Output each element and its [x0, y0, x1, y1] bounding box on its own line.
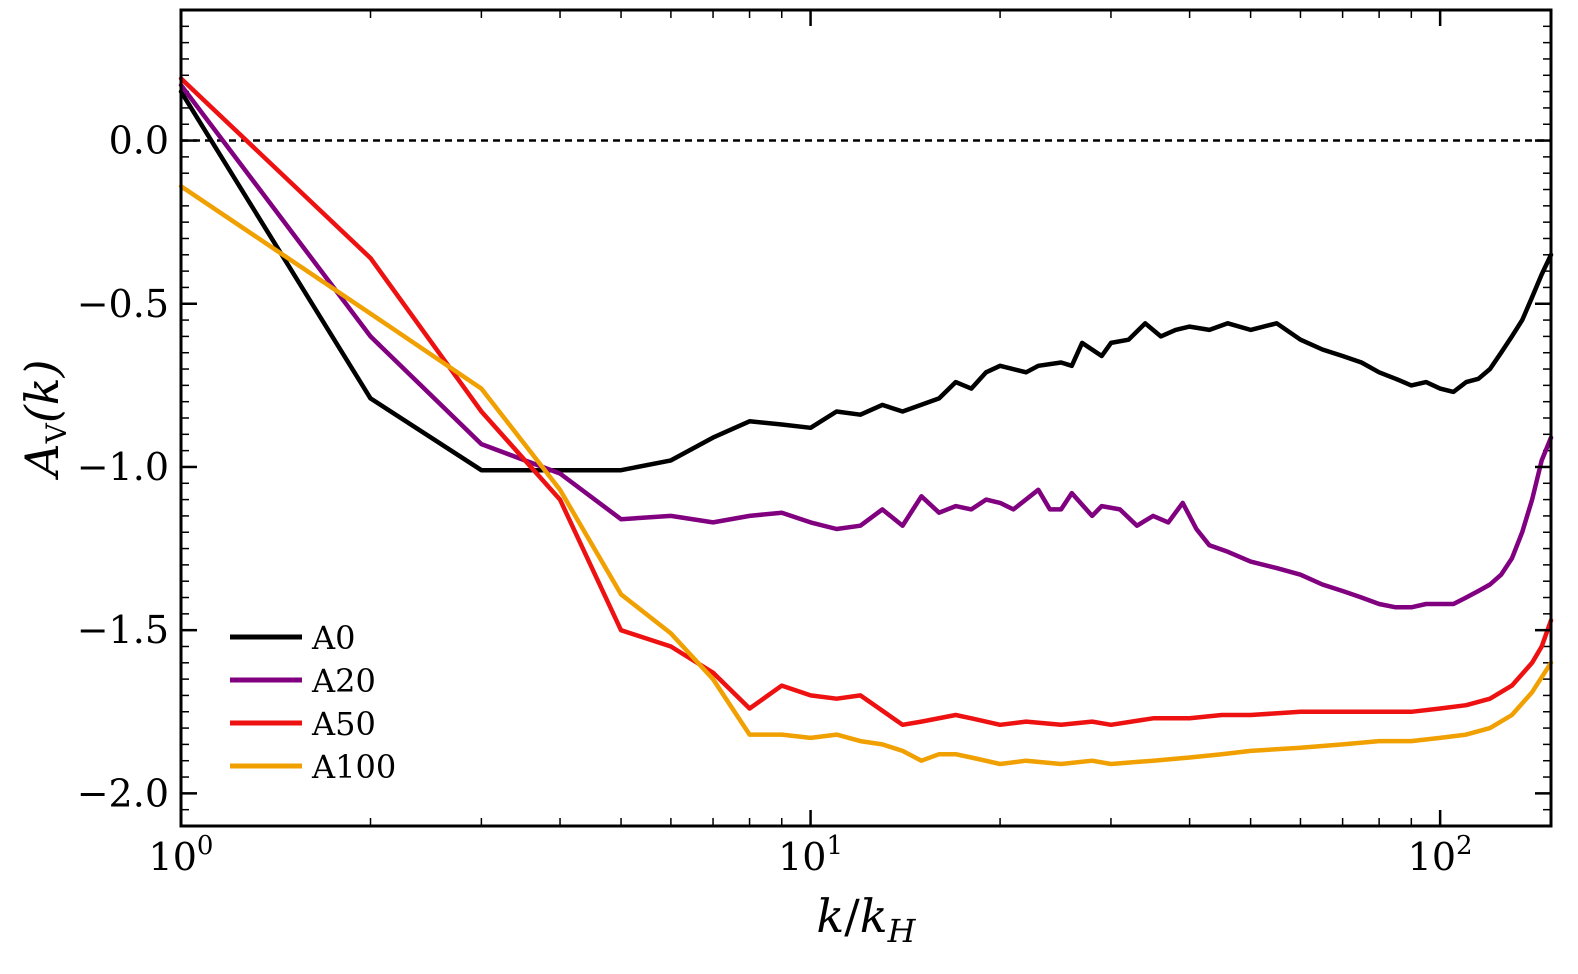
x-tick-label: 100 — [149, 831, 214, 879]
y-tick-label: −1.0 — [77, 445, 169, 489]
legend-label-a0: A0 — [311, 619, 355, 657]
legend: A0 A20 A50 A100 — [230, 619, 396, 786]
x-tick-exp: 2 — [1456, 831, 1473, 861]
y-label-sub: V — [40, 422, 73, 444]
y-tick-label: −1.5 — [77, 608, 169, 652]
x-tick-exp: 0 — [197, 831, 214, 861]
y-label-arg: (k) — [15, 359, 69, 423]
plot-frame — [179, 8, 1553, 828]
y-tick-label: −0.5 — [77, 282, 169, 326]
x-tick-label: 102 — [1408, 831, 1473, 879]
series-line-a20 — [178, 82, 1554, 610]
series-line-a100 — [178, 184, 1554, 767]
legend-label-a20: A20 — [311, 662, 376, 700]
y-tick-label: −2.0 — [77, 771, 169, 815]
x-label-num: k — [816, 889, 844, 943]
y-label-main: A — [15, 443, 69, 480]
x-axis-label: k/kH — [816, 889, 916, 950]
y-tick-label: 0.0 — [109, 119, 169, 163]
x-tick-base: 10 — [778, 835, 826, 879]
y-axis-label: AV(k) — [15, 359, 73, 480]
series-layer — [178, 76, 1554, 767]
x-tick-base: 10 — [149, 835, 197, 879]
x-label-slash: / — [844, 889, 860, 943]
legend-label-a100: A100 — [311, 748, 396, 786]
x-label-den: k — [860, 889, 888, 943]
series-line-a0 — [178, 89, 1554, 473]
x-tick-exp: 1 — [826, 831, 843, 861]
x-tick-label: 101 — [778, 831, 843, 879]
legend-label-a50: A50 — [311, 705, 376, 743]
x-tick-base: 10 — [1408, 835, 1456, 879]
x-label-den-sub: H — [887, 912, 917, 950]
